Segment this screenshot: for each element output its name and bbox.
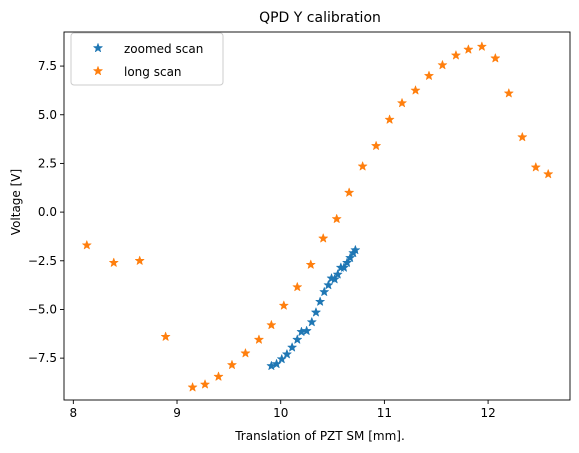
data-point [279,300,289,310]
data-point [315,296,325,306]
data-point [477,41,487,51]
y-tick-label: 7.5 [38,59,57,73]
data-point [287,342,297,352]
data-point [344,187,354,197]
data-point [292,282,302,292]
x-tick-label: 8 [70,406,78,420]
data-point [318,233,328,243]
y-axis-label: Voltage [V] [9,169,23,235]
x-tick-label: 12 [480,406,495,420]
data-point [311,307,321,317]
data-point [504,88,514,98]
data-point [333,269,343,279]
series-0 [266,245,361,370]
legend-label-long-scan: long scan [124,65,182,79]
legend-frame [70,32,224,86]
data-point [357,161,368,171]
data-point [350,245,361,255]
data-point [227,360,237,369]
data-point [397,98,407,108]
data-point [266,320,277,330]
axes-frame [63,31,571,401]
data-point [254,334,264,344]
data-point [292,334,302,344]
y-tick-label: −5.0 [28,302,57,316]
x-tick-label: 10 [273,406,288,420]
data-point [531,162,541,172]
axes: 8 9 10 11 12 −7.5 −5.0 −2.5 0.0 2.5 5.0 7.5 [28,31,571,420]
data-point [371,141,381,150]
chart-title: QPD Y calibration [259,10,381,26]
data-point [342,257,352,267]
data-point [410,85,421,95]
data-point [319,287,329,296]
series-1 [82,41,553,392]
x-axis-label: Translation of PZT SM [mm]. [234,429,405,443]
y-tick-label: 2.5 [38,156,57,170]
data-point [437,60,448,70]
data-point [240,348,251,358]
data-point [451,50,461,60]
y-tick-label: −2.5 [28,254,57,268]
legend: zoomed scan long scan [70,32,224,86]
data-point [109,257,119,267]
data-point [329,274,340,284]
y-tick-label: 5.0 [38,108,57,122]
data-point [282,349,292,359]
plot-area [82,41,553,392]
data-point [332,214,342,223]
data-point [213,371,224,381]
data-point [490,53,501,63]
legend-marker-1 [93,66,103,76]
legend-label-zoomed-scan: zoomed scan [124,42,203,56]
data-point [339,262,349,272]
legend-markers [93,43,103,76]
data-point [135,255,145,265]
legend-marker-0 [93,43,103,53]
y-tick-label: 0.0 [38,205,57,219]
data-point [307,317,317,327]
data-point [187,382,198,392]
data-point [82,240,92,250]
data-point [345,252,355,262]
data-point [160,331,171,341]
data-point [463,44,474,54]
x-tick-label: 11 [377,406,392,420]
data-point [301,325,312,335]
data-point [424,70,434,80]
data-point [306,259,316,269]
data-point [517,132,527,142]
data-point [384,114,395,124]
data-point [323,280,334,290]
x-tick-label: 9 [173,406,181,420]
data-point [543,169,553,179]
y-tick-label: −7.5 [28,351,57,365]
data-point [200,379,210,389]
